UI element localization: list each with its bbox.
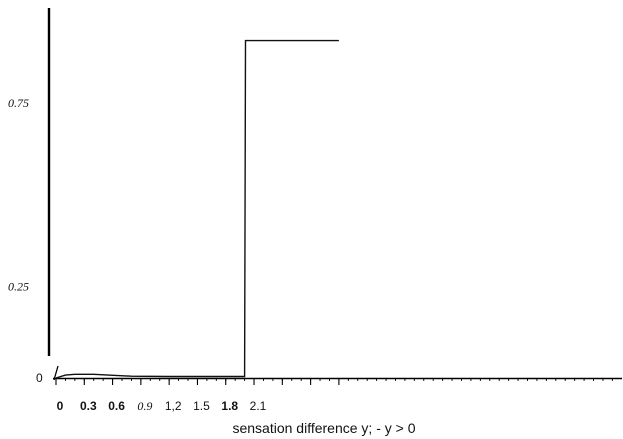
y-tick-label: 0.25	[8, 279, 29, 293]
x-tick-labels: 0 0.3 0.6 0.9 1,2 1.5 1.8 2.1	[57, 399, 267, 413]
series	[55, 39, 339, 379]
series-line	[55, 39, 339, 379]
y-tick-label: 0.75	[8, 96, 29, 110]
x-tick-label: 0.3	[80, 399, 97, 413]
x-axis-title: sensation difference y; - y > 0	[232, 420, 415, 436]
origin-mark	[53, 365, 59, 381]
x-tick-label: 2.1	[250, 399, 267, 413]
x-tick-label: 1.5	[193, 399, 210, 413]
y-tick-labels: 0 0.25 0.75	[8, 96, 43, 385]
x-ticks	[55, 378, 613, 385]
x-tick-label: 1.8	[221, 399, 238, 413]
x-tick-label: 1,2	[165, 399, 182, 413]
y-tick-label: 0	[36, 371, 43, 385]
axes	[47, 8, 622, 381]
x-tick-label: 0.9	[137, 399, 152, 413]
x-tick-label: 0.6	[108, 399, 125, 413]
x-tick-label: 0	[57, 399, 64, 413]
